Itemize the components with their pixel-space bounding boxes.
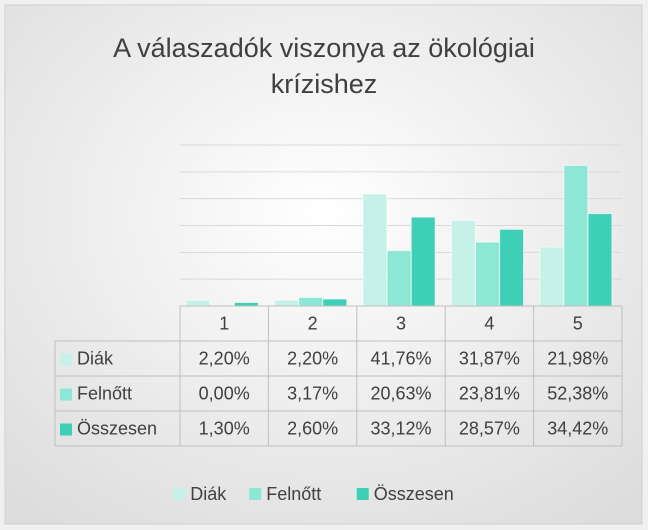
x-tick-label: 5: [573, 313, 583, 333]
legend-key: [173, 488, 186, 500]
data-label: 21,98%: [547, 348, 608, 368]
legend-label: Diák: [190, 484, 227, 504]
bar: [185, 299, 211, 307]
legend-key: [60, 423, 72, 436]
bar: [563, 164, 589, 307]
x-tick-label: 3: [396, 313, 406, 333]
bar: [499, 228, 525, 307]
data-label: 28,57%: [459, 418, 520, 438]
data-label: 2,60%: [287, 418, 338, 438]
data-label: 31,87%: [459, 348, 520, 368]
legend-key: [60, 388, 72, 401]
data-label: 2,20%: [199, 348, 250, 368]
data-label: 20,63%: [370, 383, 431, 403]
legend-label: Felnőtt: [266, 484, 321, 504]
legend-label: Összesen: [374, 484, 454, 504]
bar: [386, 250, 412, 307]
data-label: 23,81%: [459, 383, 520, 403]
legend-key: [249, 488, 262, 500]
data-label: 41,76%: [370, 348, 431, 368]
data-label: 52,38%: [547, 383, 608, 403]
bar: [233, 302, 259, 307]
data-label: 2,20%: [287, 348, 338, 368]
series-label: Felnőtt: [77, 383, 132, 403]
chart-background: [4, 4, 643, 525]
data-label: 0,00%: [199, 383, 250, 403]
legend-key: [60, 353, 72, 366]
data-label: 3,17%: [287, 383, 338, 403]
x-tick-label: 2: [308, 313, 318, 333]
data-label: 34,42%: [547, 418, 608, 438]
bar: [539, 246, 565, 307]
bar: [587, 213, 613, 307]
series-label: Összesen: [77, 418, 157, 438]
legend-key: [356, 488, 369, 500]
x-tick-label: 4: [484, 313, 494, 333]
data-label: 1,30%: [199, 418, 250, 438]
bar: [450, 219, 476, 307]
series-label: Diák: [77, 348, 114, 368]
x-tick-label: 1: [219, 313, 229, 333]
bar: [274, 299, 299, 307]
bar: [475, 241, 500, 307]
bar: [362, 193, 388, 307]
bar: [322, 298, 348, 307]
bar: [298, 296, 324, 307]
chart-title: A válaszadók viszonya az ökológiai krízi…: [113, 33, 535, 99]
bar: [410, 216, 436, 307]
data-label: 33,12%: [370, 418, 431, 438]
